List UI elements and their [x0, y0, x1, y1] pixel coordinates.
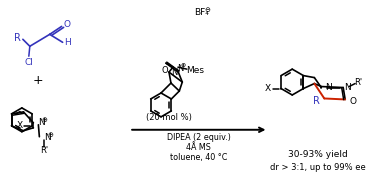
Text: H: H	[64, 38, 71, 47]
Text: ⊖: ⊖	[47, 132, 53, 138]
Text: Mes: Mes	[186, 66, 204, 75]
Text: N: N	[171, 68, 178, 77]
Text: (20 mol %): (20 mol %)	[146, 113, 192, 122]
Text: Cl: Cl	[25, 58, 33, 67]
Text: O: O	[63, 20, 70, 29]
Text: 4Å MS: 4Å MS	[186, 143, 211, 152]
Text: 30-93% yield: 30-93% yield	[288, 150, 348, 159]
Text: R: R	[14, 33, 21, 43]
Text: BF₄: BF₄	[194, 8, 209, 17]
Text: dr > 3:1, up to 99% ee: dr > 3:1, up to 99% ee	[270, 163, 366, 172]
Text: N: N	[325, 83, 332, 92]
Text: O: O	[350, 97, 356, 106]
Text: R: R	[313, 96, 320, 106]
Text: X: X	[265, 84, 271, 93]
Text: toluene, 40 °C: toluene, 40 °C	[170, 153, 228, 162]
Text: R': R'	[40, 146, 48, 155]
Text: ⊖: ⊖	[205, 8, 211, 14]
Text: ⊕: ⊕	[42, 117, 47, 123]
Text: N: N	[344, 83, 351, 92]
Text: R': R'	[354, 78, 362, 87]
Text: N: N	[177, 64, 183, 73]
Text: N: N	[44, 133, 51, 142]
Text: ⊕: ⊕	[180, 63, 186, 68]
Text: N: N	[39, 118, 45, 127]
Text: O: O	[162, 66, 168, 75]
Text: +: +	[33, 74, 43, 87]
Text: DIPEA (2 equiv.): DIPEA (2 equiv.)	[167, 133, 231, 142]
Text: X: X	[17, 121, 23, 130]
